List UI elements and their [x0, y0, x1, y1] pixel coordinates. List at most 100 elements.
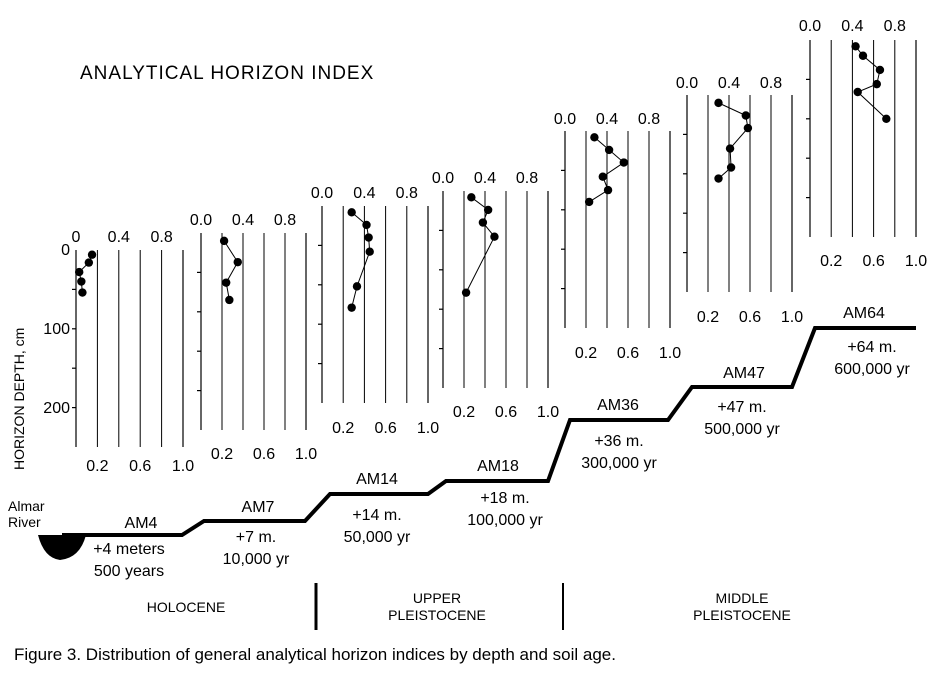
x-tick-top-label: 0.0 [799, 18, 821, 35]
x-tick-top-label: 0.8 [884, 18, 906, 35]
panel-am14: 0.0 0.4 0.8 0.2 0.6 1.0 [311, 185, 439, 437]
data-point [882, 114, 891, 124]
terrace-age: 600,000 yr [834, 361, 910, 378]
data-point [598, 172, 607, 181]
terrace-name: AM36 [597, 397, 639, 414]
x-tick-bottom-label: 0.6 [253, 446, 275, 463]
panel-am4: 0 0.4 0.8 0.2 0.6 1.0 [72, 229, 195, 475]
x-tick-bottom-label: 1.0 [295, 446, 317, 463]
data-point [875, 65, 885, 75]
terrace-elevation: +7 m. [236, 529, 276, 546]
x-tick-bottom-label: 0.2 [697, 309, 719, 326]
terrace-name: AM47 [723, 365, 765, 382]
data-point [851, 42, 860, 51]
x-tick-bottom-label: 0.6 [617, 345, 639, 362]
x-tick-top-label: 0.4 [596, 111, 618, 128]
x-tick-top-label: 0.4 [232, 212, 254, 229]
x-tick-top-label: 0.8 [638, 111, 660, 128]
terrace-profile: Almar River [8, 326, 916, 560]
depth-tick-0: 0 [61, 242, 70, 259]
data-point [490, 232, 499, 241]
terrace-age: 10,000 yr [223, 551, 290, 568]
epoch-upper-line2: PLEISTOCENE [388, 607, 486, 623]
x-tick-top-label: 0.8 [150, 229, 172, 246]
terrace-name: AM64 [843, 305, 885, 322]
terrace-age: 500,000 yr [704, 421, 780, 438]
panel-am36: 0.0 0.4 0.8 0.2 0.6 1.0 [554, 111, 681, 362]
epoch-holocene: HOLOCENE [147, 599, 226, 615]
terrace-elevation: +14 m. [352, 507, 401, 524]
data-point [225, 295, 234, 305]
terrace-elevation: +36 m. [594, 433, 643, 450]
x-tick-bottom-label: 0.6 [739, 309, 761, 326]
x-tick-top-label: 0.0 [190, 212, 212, 229]
x-tick-bottom-label: 0.2 [211, 446, 233, 463]
data-point [726, 163, 736, 172]
series-line-am7 [223, 240, 239, 301]
data-point [347, 208, 356, 217]
figure-caption: Figure 3. Distribution of general analyt… [14, 645, 616, 664]
data-point [619, 158, 628, 167]
terrace-label-am36: AM36 +36 m. 300,000 yr [581, 397, 657, 472]
x-tick-bottom-label: 0.6 [129, 458, 151, 475]
data-point [219, 236, 229, 246]
x-tick-top-label: 0.8 [396, 185, 418, 202]
x-tick-bottom-label: 0.6 [862, 253, 884, 270]
panel-am64: 0.0 0.4 0.8 0.2 0.6 1.0 [799, 18, 927, 270]
terrace-label-am47: AM47 +47 m. 500,000 yr [704, 365, 780, 438]
terrace-label-am64: AM64 +64 m. 600,000 yr [834, 305, 910, 378]
data-point [222, 278, 231, 287]
x-tick-top-label: 0.4 [353, 185, 375, 202]
panel-am47: 0.0 0.4 0.8 0.2 0.6 1.0 [676, 75, 803, 326]
x-tick-top-label: 0.4 [474, 170, 496, 187]
river-label-1: Almar [8, 498, 45, 514]
x-tick-top-label: 0.8 [274, 212, 296, 229]
data-point [347, 303, 356, 312]
data-point [584, 197, 594, 207]
x-tick-bottom-label: 1.0 [659, 345, 681, 362]
data-point [853, 87, 862, 97]
x-tick-top-label: 0.0 [554, 111, 576, 128]
terrace-elevation: +18 m. [480, 490, 529, 507]
x-tick-bottom-label: 1.0 [781, 309, 803, 326]
x-tick-top-label: 0.0 [432, 170, 454, 187]
chart-title: ANALYTICAL HORIZON INDEX [80, 63, 374, 84]
epoch-middle-line2: PLEISTOCENE [693, 607, 791, 623]
depth-tick-100: 100 [43, 321, 70, 338]
x-tick-bottom-label: 0.2 [332, 420, 354, 437]
epoch-middle-line1: MIDDLE [716, 590, 769, 606]
terrace-label-am4: AM4 +4 meters 500 years [93, 515, 165, 580]
panel-am7: 0.0 0.4 0.8 0.2 0.6 1.0 [190, 212, 317, 463]
data-point [872, 79, 881, 89]
epoch-bar: HOLOCENE UPPER PLEISTOCENE MIDDLE PLEIST… [147, 583, 791, 630]
terrace-elevation: +4 meters [93, 541, 165, 558]
data-point [714, 98, 723, 108]
terrace-age: 100,000 yr [467, 512, 543, 529]
x-tick-bottom-label: 1.0 [417, 420, 439, 437]
data-point [467, 193, 476, 202]
x-tick-top-label: 0.8 [760, 75, 782, 92]
data-point [483, 205, 493, 215]
river-label-2: River [8, 514, 41, 530]
terrace-elevation: +47 m. [717, 399, 766, 416]
data-point [603, 185, 613, 195]
x-tick-top-label: 0 [72, 229, 81, 246]
data-point [77, 277, 86, 286]
x-tick-bottom-label: 1.0 [537, 404, 559, 421]
terrace-elevation: +64 m. [847, 339, 896, 356]
terrace-line [62, 326, 916, 537]
x-tick-bottom-label: 1.0 [905, 253, 927, 270]
data-point [714, 174, 723, 183]
data-point [87, 250, 97, 259]
profile-panels: 0 0.4 0.8 0.2 0.6 1.0 0.0 0.4 0.8 0.2 0.6 1.0 0.0 0.4… [72, 18, 928, 475]
x-tick-top-label: 0.4 [718, 75, 740, 92]
terrace-label-am18: AM18 +18 m. 100,000 yr [467, 458, 543, 529]
data-point [78, 288, 87, 297]
depth-axis: HORIZON DEPTH, cm 0 100 200 [11, 242, 70, 470]
x-tick-top-label: 0.0 [676, 75, 698, 92]
depth-axis-label: HORIZON DEPTH, cm [11, 328, 27, 470]
terrace-name: AM14 [356, 471, 398, 488]
terrace-name: AM4 [125, 515, 158, 532]
data-point [743, 123, 753, 133]
